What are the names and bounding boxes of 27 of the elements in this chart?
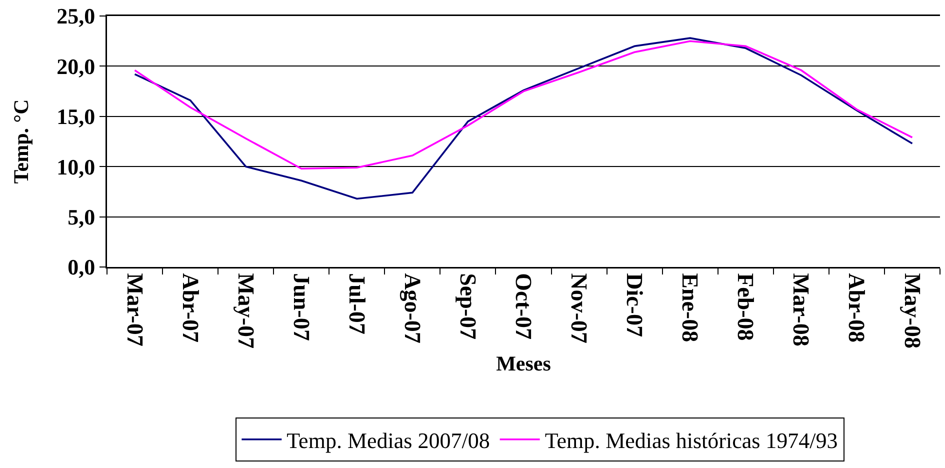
legend-label: Temp. Medias históricas 1974/93 bbox=[544, 428, 838, 453]
x-tick-label: Feb-08 bbox=[733, 273, 758, 341]
x-tick-label: Sep-07 bbox=[455, 273, 480, 340]
x-tick-label: Ago-07 bbox=[398, 273, 425, 344]
x-tick-label: Nov-07 bbox=[566, 273, 592, 344]
x-axis-title: Meses bbox=[496, 351, 551, 376]
y-tick-label: 10,0 bbox=[56, 154, 96, 180]
y-axis-title: Temp. °C bbox=[9, 99, 33, 184]
x-tick-label: May-08 bbox=[900, 273, 925, 348]
y-tick-label: 20,0 bbox=[56, 54, 96, 79]
x-tick-label: Jun-07 bbox=[288, 273, 314, 341]
line-series bbox=[134, 37, 914, 200]
legend-label: Temp. Medias 2007/08 bbox=[286, 428, 490, 453]
x-tick-label: Ene-08 bbox=[678, 273, 703, 342]
y-tick-label: 5,0 bbox=[68, 204, 96, 230]
x-tick-label: Abr-08 bbox=[844, 273, 870, 343]
y-tick-label: 25,0 bbox=[56, 4, 96, 29]
x-tick-label: May-07 bbox=[233, 273, 258, 348]
x-tick-label: Mar-08 bbox=[788, 273, 814, 346]
x-tick-label: Abr-07 bbox=[178, 273, 203, 343]
x-tick-label: Jul-07 bbox=[344, 273, 370, 334]
x-tick-label: Oct-07 bbox=[511, 273, 536, 340]
y-tick-label: 0,0 bbox=[68, 254, 96, 280]
x-tick-label: Mar-07 bbox=[122, 273, 148, 346]
x-tick-label: Dic-07 bbox=[622, 273, 648, 337]
y-tick-label: 15,0 bbox=[56, 104, 96, 130]
line-series bbox=[134, 40, 914, 170]
